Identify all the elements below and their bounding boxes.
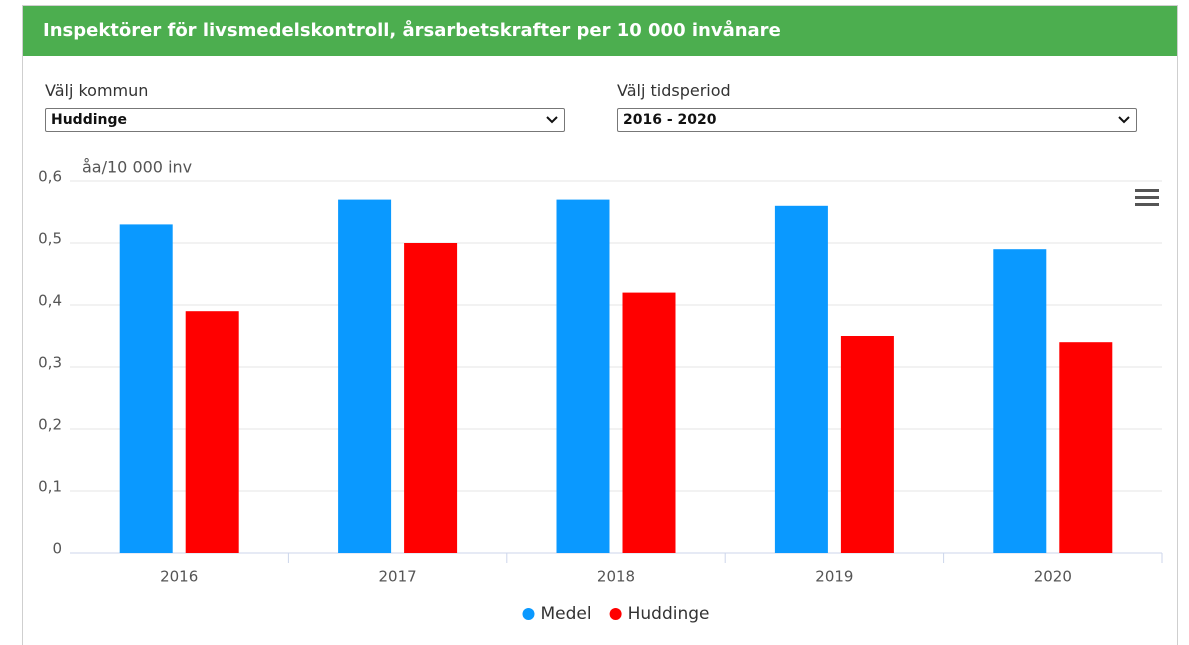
bar <box>404 243 458 553</box>
y-tick-label: 0,5 <box>38 230 62 248</box>
x-tick-label: 2017 <box>379 568 417 586</box>
legend-marker <box>609 608 622 620</box>
panel-header: Inspektörer för livsmedelskontroll, årsa… <box>23 6 1177 56</box>
menu-icon[interactable] <box>1135 189 1159 206</box>
panel: Inspektörer för livsmedelskontroll, årsa… <box>22 5 1178 645</box>
legend-label: Medel <box>541 604 592 624</box>
chevron <box>1118 116 1130 124</box>
x-tick-label: 2016 <box>160 568 198 586</box>
dropdown-value: Huddinge <box>51 112 128 128</box>
x-tick-label: 2020 <box>1034 568 1072 586</box>
x-tick-label: 2019 <box>815 568 853 586</box>
bar <box>185 311 239 553</box>
legend-marker <box>522 608 535 620</box>
dropdown[interactable]: 2016 - 2020 <box>617 108 1137 132</box>
filter-label: Välj tidsperiod <box>617 81 731 100</box>
bar <box>119 224 173 553</box>
bar <box>622 292 676 553</box>
y-tick-label: 0,6 <box>38 168 62 186</box>
bar <box>556 199 610 553</box>
dropdown-value: 2016 - 2020 <box>623 112 717 128</box>
bar <box>774 205 828 554</box>
y-axis-label: åa/10 000 inv <box>82 158 192 177</box>
y-tick-label: 0,3 <box>38 354 62 372</box>
bar <box>338 199 392 553</box>
bar <box>1059 342 1113 553</box>
legend-label: Huddinge <box>628 604 710 624</box>
bar <box>993 249 1047 553</box>
y-tick-label: 0,2 <box>38 416 62 434</box>
y-tick-label: 0,1 <box>38 478 62 496</box>
y-tick-label: 0 <box>52 540 62 558</box>
chevron <box>546 116 558 124</box>
bar <box>840 336 894 553</box>
y-tick-label: 0,4 <box>38 292 62 310</box>
filter-label: Välj kommun <box>45 81 149 100</box>
dropdown[interactable]: Huddinge <box>45 108 565 132</box>
x-tick-label: 2018 <box>597 568 635 586</box>
